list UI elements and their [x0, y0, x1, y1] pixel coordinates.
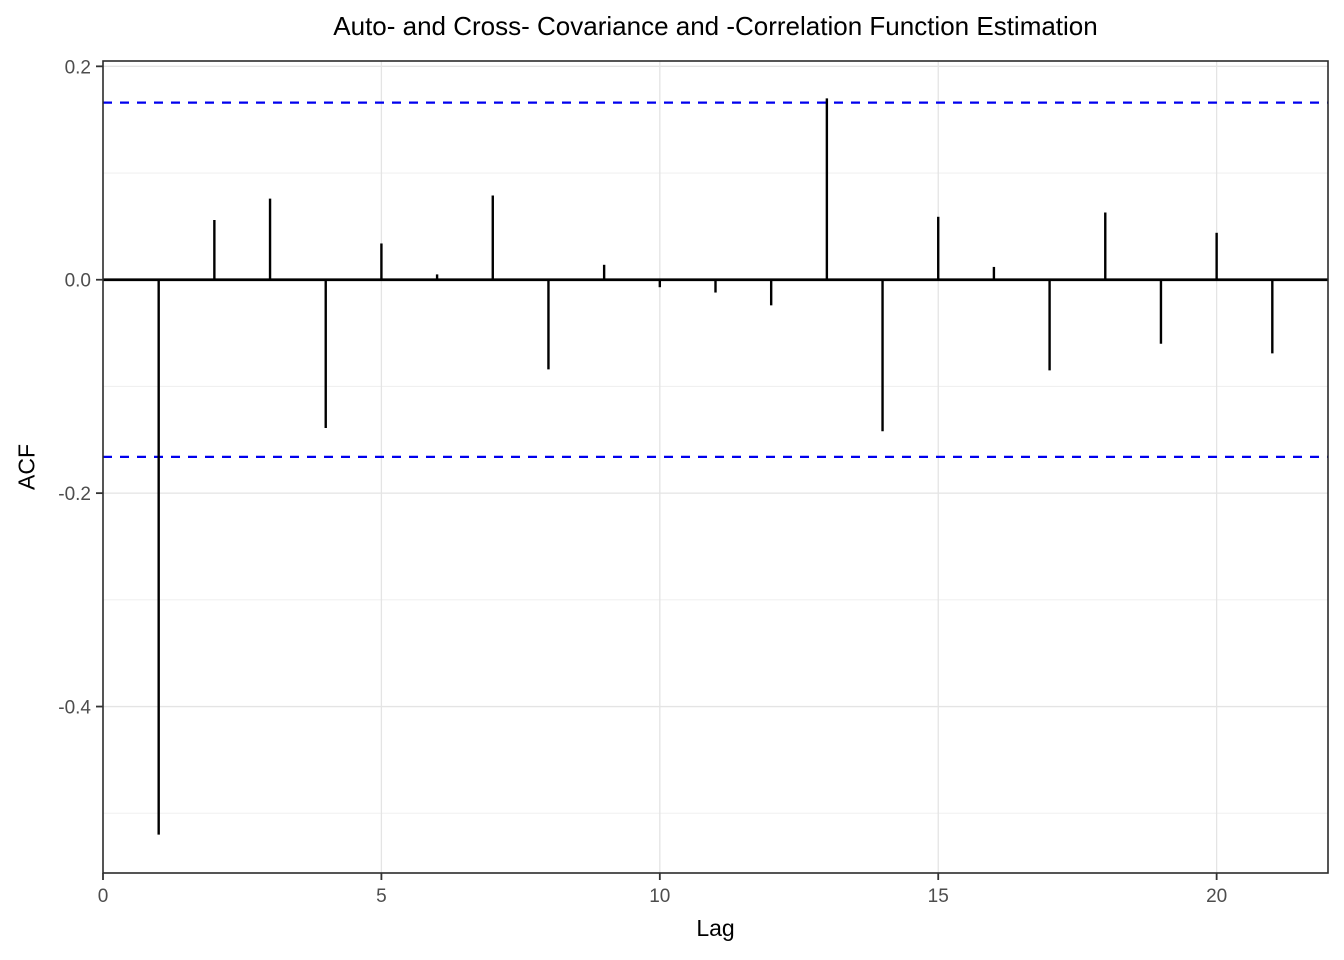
panel-border	[102, 60, 1329, 874]
x-tick-label: 0	[98, 886, 109, 907]
chart-title: Auto- and Cross- Covariance and -Correla…	[333, 11, 1098, 41]
y-tick-label: 0.0	[65, 271, 91, 292]
plot-panel-background	[103, 61, 1328, 873]
x-tick-label: 15	[928, 886, 949, 907]
x-axis-title: Lag	[696, 915, 735, 941]
x-tick-label: 10	[649, 886, 670, 907]
x-tick-label: 5	[376, 886, 387, 907]
y-tick-label: -0.4	[58, 698, 91, 719]
x-tick-label: 20	[1206, 886, 1227, 907]
y-tick-label: 0.2	[65, 57, 91, 78]
y-axis-title: ACF	[13, 444, 40, 490]
y-tick-label: -0.2	[58, 484, 91, 505]
